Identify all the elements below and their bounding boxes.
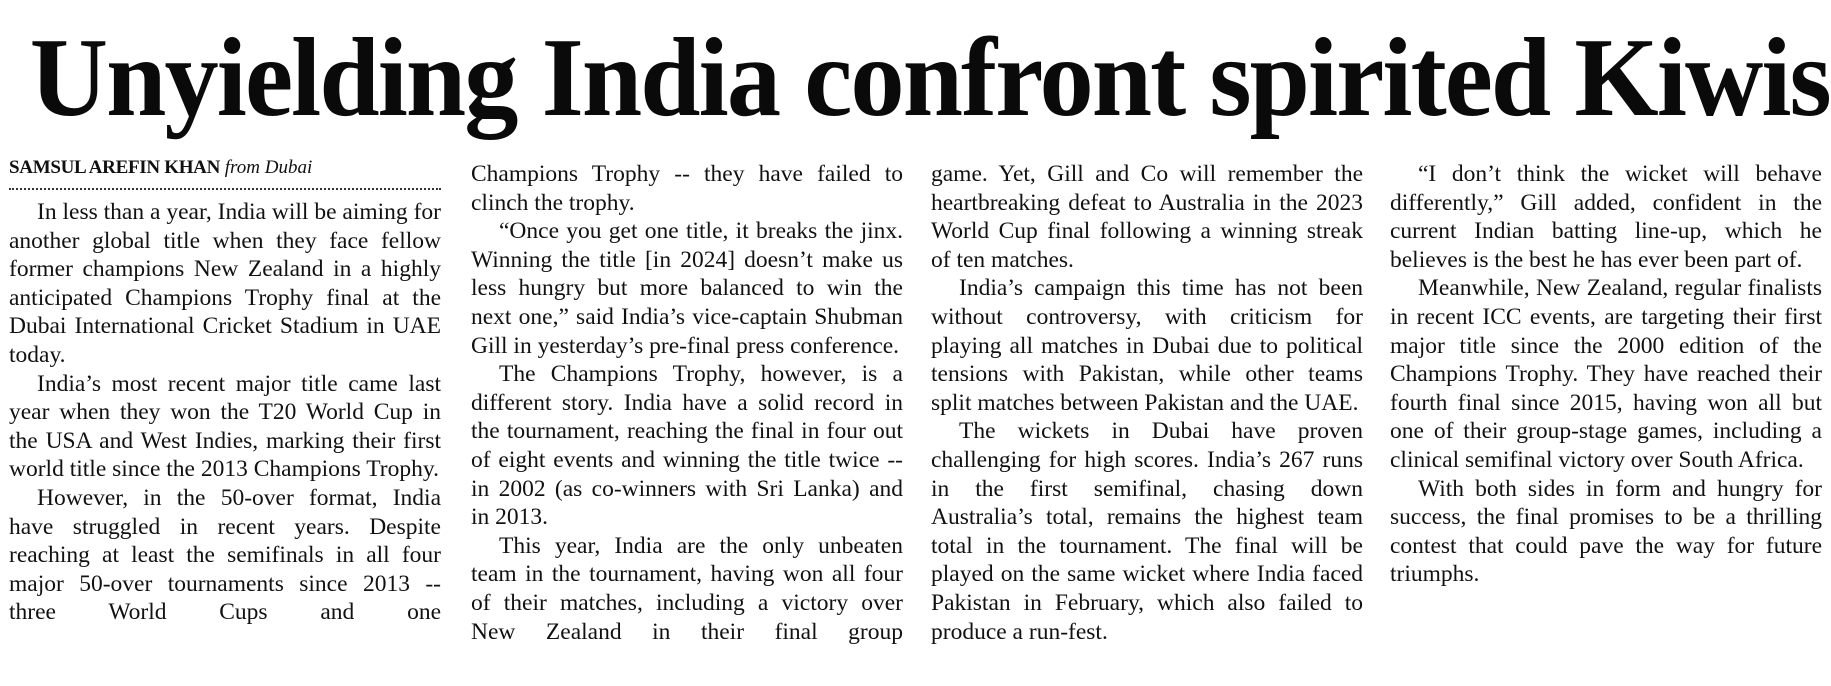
paragraph: The wickets in Dubai have proven challen… [931,418,1363,645]
paragraph: The Champions Trophy, however, is a diff… [471,361,903,531]
article-column-2: Champions Trophy -- they have failed to … [471,160,903,646]
paragraph: India’s most recent major title came las… [9,370,441,483]
byline-divider [9,188,441,190]
article-column-3: game. Yet, Gill and Co will remember the… [931,160,1363,646]
headline: Unyielding India confront spirited Kiwis [0,18,1831,138]
paragraph: Meanwhile, New Zealand, regular finalist… [1390,275,1822,473]
paragraph: “Once you get one title, it breaks the j… [471,218,903,359]
article-column-1: SAMSUL AREFIN KHAN from Dubai In less th… [9,156,441,627]
byline-author: SAMSUL AREFIN KHAN [9,157,221,178]
paragraph: India’s campaign this time has not been … [931,275,1363,416]
paragraph: With both sides in form and hungry for s… [1390,475,1822,588]
paragraph: “I don’t think the wicket will behave di… [1390,161,1822,273]
byline: SAMSUL AREFIN KHAN from Dubai [9,156,441,180]
paragraph: This year, India are the only unbeaten t… [471,532,903,645]
paragraph: In less than a year, India will be aimin… [9,199,441,368]
paragraph: Champions Trophy -- they have failed to … [471,161,903,216]
paragraph: However, in the 50-over format, India ha… [9,484,441,626]
article-column-4: “I don’t think the wicket will behave di… [1390,160,1822,589]
headline-text: Unyielding India confront spirited Kiwis [29,16,1831,140]
byline-location: from Dubai [224,157,313,178]
paragraph: game. Yet, Gill and Co will remember the… [931,161,1363,273]
